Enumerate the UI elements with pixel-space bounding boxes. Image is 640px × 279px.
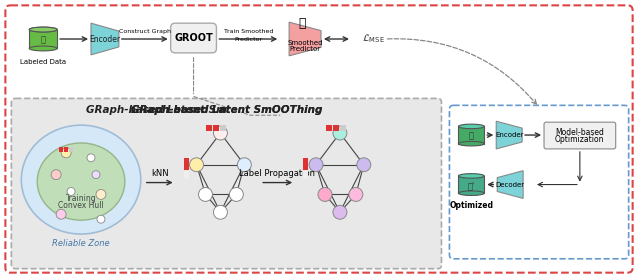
Circle shape bbox=[56, 209, 66, 219]
Circle shape bbox=[349, 187, 363, 201]
FancyBboxPatch shape bbox=[544, 122, 616, 149]
Text: 𝒳': 𝒳' bbox=[468, 181, 475, 190]
Ellipse shape bbox=[458, 174, 484, 178]
Text: 🔥: 🔥 bbox=[298, 17, 306, 30]
FancyBboxPatch shape bbox=[458, 126, 484, 144]
Polygon shape bbox=[496, 121, 522, 149]
Bar bbox=[207, 125, 212, 131]
Text: Optimization: Optimization bbox=[555, 136, 605, 145]
Circle shape bbox=[318, 187, 332, 201]
Bar bbox=[184, 171, 189, 179]
Text: GRaph-based Latent SmOOThing: GRaph-based Latent SmOOThing bbox=[131, 105, 322, 115]
Text: Reliable Zone: Reliable Zone bbox=[52, 239, 110, 248]
Circle shape bbox=[229, 187, 243, 201]
Text: Predictor: Predictor bbox=[289, 46, 321, 52]
Polygon shape bbox=[91, 23, 119, 55]
Circle shape bbox=[333, 126, 347, 140]
Bar bbox=[340, 125, 346, 131]
Text: Train Smoothed: Train Smoothed bbox=[223, 29, 273, 34]
Circle shape bbox=[51, 170, 61, 180]
Text: GROOT: GROOT bbox=[174, 33, 213, 43]
Bar bbox=[184, 158, 189, 170]
FancyBboxPatch shape bbox=[449, 105, 628, 259]
Circle shape bbox=[97, 215, 105, 223]
Text: Labeled Data: Labeled Data bbox=[20, 59, 67, 65]
Bar bbox=[59, 147, 63, 152]
Bar bbox=[220, 125, 227, 131]
Circle shape bbox=[309, 158, 323, 172]
Text: Encoder: Encoder bbox=[495, 132, 524, 138]
Text: Model-based: Model-based bbox=[556, 128, 604, 137]
Ellipse shape bbox=[37, 143, 125, 220]
Circle shape bbox=[237, 158, 252, 172]
Bar bbox=[214, 125, 220, 131]
FancyBboxPatch shape bbox=[29, 30, 57, 49]
Text: Convex Hull: Convex Hull bbox=[58, 201, 104, 210]
Text: Construct Graph: Construct Graph bbox=[119, 29, 171, 34]
Circle shape bbox=[198, 187, 212, 201]
Ellipse shape bbox=[29, 46, 57, 51]
Bar bbox=[69, 147, 73, 152]
Ellipse shape bbox=[458, 191, 484, 195]
Text: Predictor: Predictor bbox=[234, 37, 262, 42]
Text: Smoothed: Smoothed bbox=[287, 40, 323, 46]
Text: Training: Training bbox=[66, 194, 97, 203]
Circle shape bbox=[214, 205, 227, 219]
Circle shape bbox=[96, 189, 106, 199]
Circle shape bbox=[87, 154, 95, 162]
Circle shape bbox=[214, 126, 227, 140]
Text: Decoder: Decoder bbox=[495, 182, 525, 187]
FancyBboxPatch shape bbox=[171, 23, 216, 53]
Ellipse shape bbox=[21, 125, 141, 234]
Circle shape bbox=[67, 187, 75, 195]
Circle shape bbox=[333, 205, 347, 219]
Text: $\mathcal{L}_{\mathrm{MSE}}$: $\mathcal{L}_{\mathrm{MSE}}$ bbox=[362, 33, 385, 45]
Text: Label Propagation: Label Propagation bbox=[239, 169, 315, 178]
Ellipse shape bbox=[29, 27, 57, 32]
FancyBboxPatch shape bbox=[458, 176, 484, 193]
Text: 𝒳: 𝒳 bbox=[41, 35, 45, 45]
FancyBboxPatch shape bbox=[5, 5, 632, 273]
Polygon shape bbox=[497, 171, 523, 198]
Ellipse shape bbox=[29, 27, 57, 32]
Ellipse shape bbox=[458, 124, 484, 129]
Bar bbox=[303, 171, 308, 179]
Bar bbox=[64, 147, 68, 152]
Circle shape bbox=[92, 171, 100, 179]
Ellipse shape bbox=[458, 141, 484, 146]
FancyBboxPatch shape bbox=[12, 98, 442, 269]
Circle shape bbox=[61, 148, 71, 158]
Text: Encoder: Encoder bbox=[90, 35, 120, 44]
Bar bbox=[326, 125, 332, 131]
Text: GRaph-based Latent SmOOThing: GRaph-based Latent SmOOThing bbox=[131, 105, 322, 115]
Text: GRaph-based Latent Sm: GRaph-based Latent Sm bbox=[86, 105, 227, 115]
Circle shape bbox=[189, 158, 204, 172]
Circle shape bbox=[357, 158, 371, 172]
Bar bbox=[333, 125, 339, 131]
Text: kNN: kNN bbox=[151, 169, 168, 178]
Text: Optimized: Optimized bbox=[449, 201, 493, 210]
Text: 𝒳: 𝒳 bbox=[469, 131, 474, 141]
Polygon shape bbox=[289, 22, 321, 56]
Bar bbox=[303, 158, 308, 170]
